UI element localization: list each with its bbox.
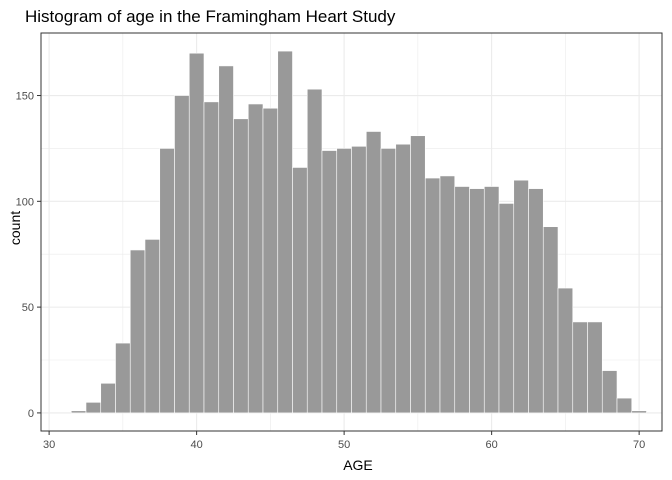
- y-axis-title: count: [7, 211, 23, 245]
- y-tick-label: 0: [28, 408, 34, 420]
- histogram-bar: [70, 410, 87, 414]
- histogram-bar: [262, 107, 279, 414]
- histogram-bar: [483, 186, 500, 414]
- histogram-bar: [336, 148, 352, 414]
- histogram-bar: [218, 65, 234, 414]
- histogram-bar: [557, 287, 574, 414]
- histogram-bar: [174, 95, 190, 414]
- histogram-bar: [439, 175, 456, 414]
- histogram-bar: [424, 177, 441, 414]
- axis-ticks: 30 40 50 60 70 0 50 100 150: [16, 91, 646, 451]
- y-tick-label: 100: [16, 196, 34, 208]
- histogram-bar: [365, 131, 382, 414]
- histogram-bar: [247, 103, 264, 414]
- histogram-bar: [631, 410, 647, 414]
- histogram-bar: [528, 188, 544, 414]
- y-tick-label: 50: [22, 302, 34, 314]
- histogram-bar: [395, 143, 411, 414]
- histogram-bar: [159, 148, 175, 414]
- histogram-bar: [587, 321, 603, 414]
- histogram-bars: [70, 50, 647, 414]
- histogram-bar: [542, 226, 559, 414]
- histogram-bar: [203, 101, 220, 414]
- x-tick-label: 60: [486, 439, 498, 451]
- histogram-bar: [321, 150, 338, 414]
- histogram-bar: [292, 167, 308, 414]
- x-tick-label: 70: [633, 439, 645, 451]
- histogram-bar: [144, 239, 161, 414]
- histogram-bar: [351, 146, 367, 414]
- histogram-bar: [188, 52, 205, 414]
- histogram-bar: [498, 203, 515, 414]
- panel-border: [40, 32, 663, 432]
- histogram-bar: [469, 188, 485, 414]
- histogram-bar: [616, 397, 633, 414]
- histogram-bar: [601, 370, 618, 414]
- x-axis-title: AGE: [343, 457, 373, 473]
- histogram-bar: [277, 50, 293, 414]
- y-tick-label: 150: [16, 91, 34, 103]
- histogram-bar: [454, 186, 470, 414]
- histogram-bar: [233, 118, 249, 414]
- histogram-bar: [513, 179, 529, 414]
- histogram-bar: [306, 88, 323, 414]
- x-tick-label: 30: [43, 439, 55, 451]
- x-tick-label: 50: [338, 439, 350, 451]
- histogram-bar: [129, 249, 146, 414]
- x-tick-label: 40: [190, 439, 202, 451]
- histogram-bar: [100, 382, 116, 414]
- histogram-bar: [380, 148, 397, 414]
- histogram-bar: [410, 135, 426, 414]
- histogram-bar: [572, 321, 588, 414]
- chart-title: Histogram of age in the Framingham Heart…: [25, 7, 396, 26]
- histogram-bar: [85, 402, 102, 414]
- histogram-bar: [115, 342, 131, 414]
